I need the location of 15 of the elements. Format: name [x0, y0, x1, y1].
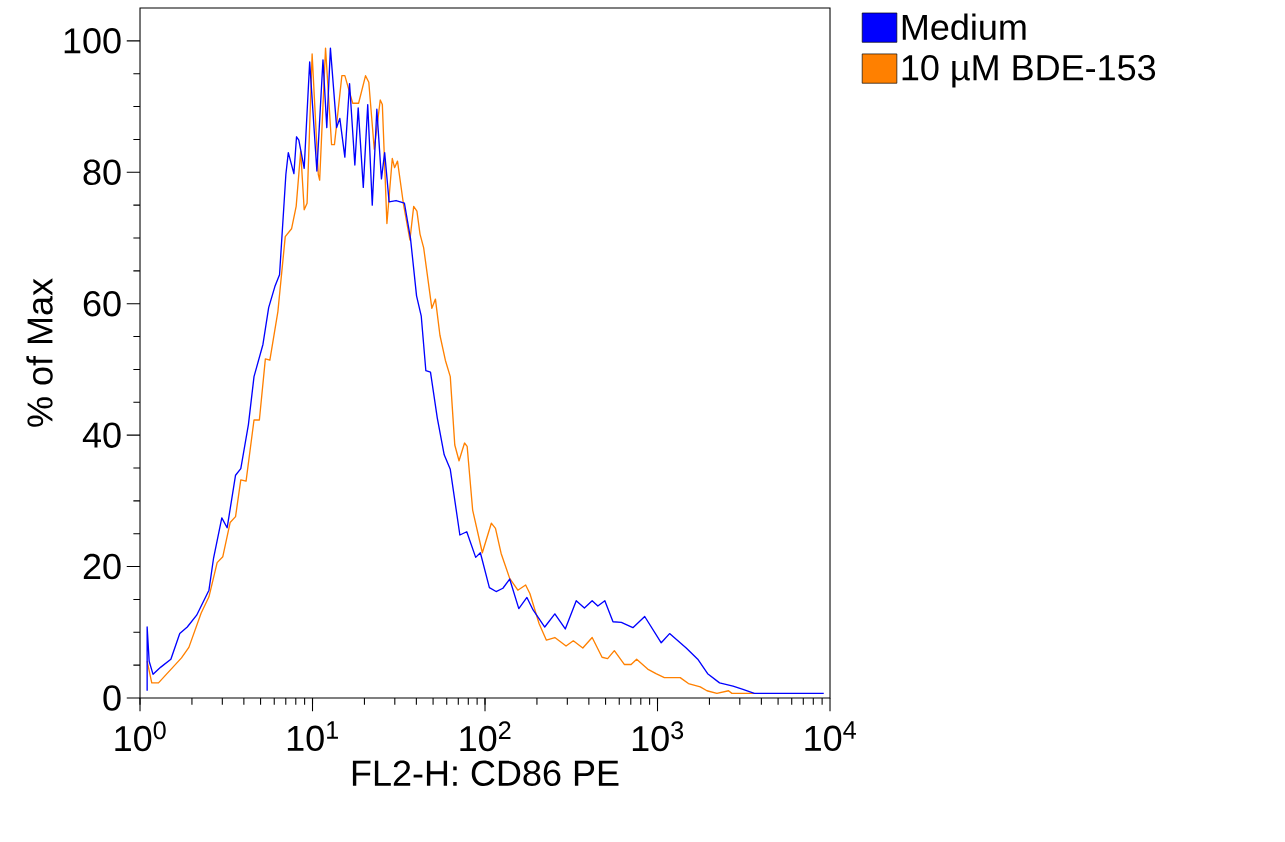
y-tick-label: 0 [103, 685, 121, 711]
y-axis-title: % of Max [26, 278, 53, 427]
y-tick-label: 20 [83, 553, 121, 580]
legend-label: Medium [902, 13, 1026, 41]
x-tick-label: 10$^{2}$ [460, 721, 511, 752]
x-tick-label: 10$^{1}$ [287, 721, 338, 752]
y-tick-label: 60 [83, 290, 121, 317]
x-axis-title: FL2-H: CD86 PE [352, 760, 619, 786]
x-tick-label: 10$^{4}$ [805, 721, 856, 752]
y-tick-label: 80 [83, 159, 121, 186]
x-tick-label: 10$^{3}$ [632, 721, 684, 752]
y-tick-label: 100 [64, 28, 121, 54]
x-tick-label: 10$^{0}$ [115, 721, 166, 752]
legend-label: 10 µM BDE-153 [902, 55, 1156, 88]
y-tick-label: 40 [82, 422, 121, 448]
